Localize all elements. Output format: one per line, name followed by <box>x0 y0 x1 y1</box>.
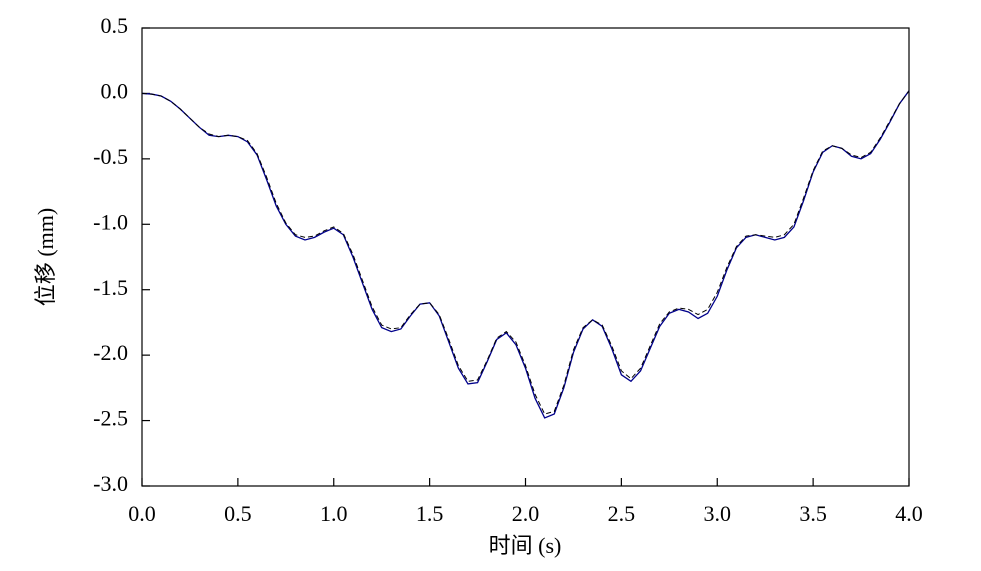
y-tick-label: -0.5 <box>93 144 128 169</box>
x-tick-label: 0.0 <box>128 501 156 526</box>
x-axis-label: 时间 (s) <box>489 533 562 558</box>
y-tick-label: -2.0 <box>93 340 128 365</box>
x-tick-label: 3.0 <box>704 501 732 526</box>
y-tick-label: 0.5 <box>101 13 129 38</box>
y-axis-label: 位移 (mm) <box>33 208 58 306</box>
x-tick-label: 3.5 <box>799 501 827 526</box>
x-tick-label: 2.0 <box>512 501 540 526</box>
y-tick-label: -1.0 <box>93 209 128 234</box>
x-tick-label: 4.0 <box>895 501 923 526</box>
y-tick-label: -2.5 <box>93 406 128 431</box>
y-tick-label: -3.0 <box>93 471 128 496</box>
data-line <box>141 90 910 419</box>
y-tick-label: 0.0 <box>101 78 129 103</box>
x-tick-label: 0.5 <box>224 501 252 526</box>
x-tick-label: 1.5 <box>416 501 444 526</box>
data-line <box>141 90 910 415</box>
x-tick-label: 1.0 <box>320 501 348 526</box>
y-tick-label: -1.5 <box>93 275 128 300</box>
x-tick-label: 2.5 <box>608 501 636 526</box>
plot-frame <box>141 27 910 487</box>
